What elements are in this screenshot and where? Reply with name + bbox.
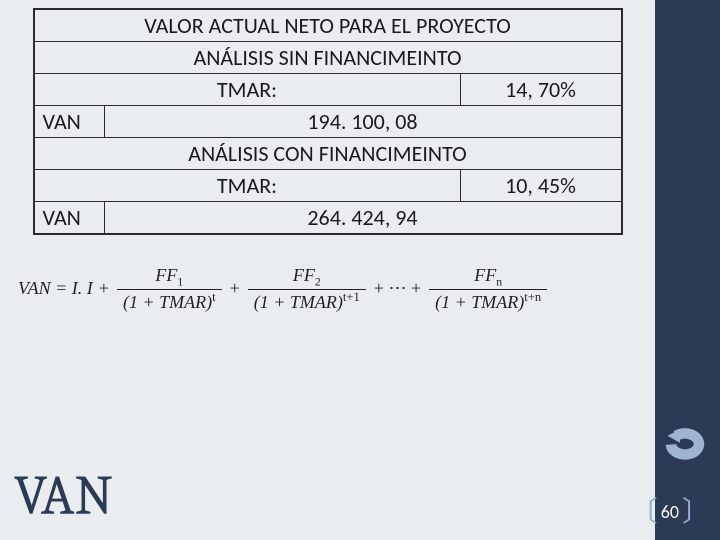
van-formula: VAN = I. I + FF1 (1 + TMAR)t + FF2 (1 + …: [18, 265, 655, 313]
den-n: (1 + TMAR): [435, 292, 524, 312]
formula-lhs: VAN = I. I: [18, 278, 93, 299]
tmar-label-2: TMAR:: [35, 170, 461, 201]
van-label-2: VAN: [35, 202, 105, 233]
ff-label: FF: [474, 265, 496, 285]
van-value-2: 264. 424, 94: [105, 202, 621, 233]
bracket-right-icon: 〕: [682, 498, 710, 526]
ff-label: FF: [293, 265, 315, 285]
page-number-badge: 〔 60 〕: [630, 498, 710, 526]
page-number: 60: [661, 501, 679, 523]
term-2: FF2 (1 + TMAR)t+1: [248, 265, 366, 313]
van-table: VALOR ACTUAL NETO PARA EL PROYECTO ANÁLI…: [33, 8, 623, 235]
bracket-left-icon: 〔: [630, 498, 658, 526]
van-label-1: VAN: [35, 106, 105, 137]
term-1: FF1 (1 + TMAR)t: [117, 265, 222, 313]
tmar-value-1: 14, 70%: [461, 74, 621, 105]
page-title: VAN: [14, 464, 113, 528]
dots: + ⋯ +: [374, 278, 421, 299]
ff-sub-n: n: [496, 276, 502, 289]
term-n: FFn (1 + TMAR)t+n: [429, 265, 547, 313]
back-icon[interactable]: [664, 420, 706, 462]
exp-1: t: [212, 290, 216, 304]
ff-label: FF: [155, 265, 177, 285]
heading-con: ANÁLISIS CON FINANCIMEINTO: [35, 138, 621, 169]
table-title: VALOR ACTUAL NETO PARA EL PROYECTO: [35, 10, 621, 41]
den-2: (1 + TMAR): [254, 292, 343, 312]
van-value-1: 194. 100, 08: [105, 106, 621, 137]
den-1: (1 + TMAR): [123, 292, 212, 312]
exp-2: t+1: [343, 290, 360, 304]
tmar-label-1: TMAR:: [35, 74, 461, 105]
exp-n: t+n: [524, 290, 541, 304]
plus-2: +: [230, 278, 240, 299]
tmar-value-2: 10, 45%: [461, 170, 621, 201]
plus-1: +: [99, 278, 109, 299]
heading-sin: ANÁLISIS SIN FINANCIMEINTO: [35, 42, 621, 73]
ff-sub-1: 1: [177, 276, 183, 289]
main-content: VALOR ACTUAL NETO PARA EL PROYECTO ANÁLI…: [0, 0, 655, 540]
ff-sub-2: 2: [315, 276, 321, 289]
